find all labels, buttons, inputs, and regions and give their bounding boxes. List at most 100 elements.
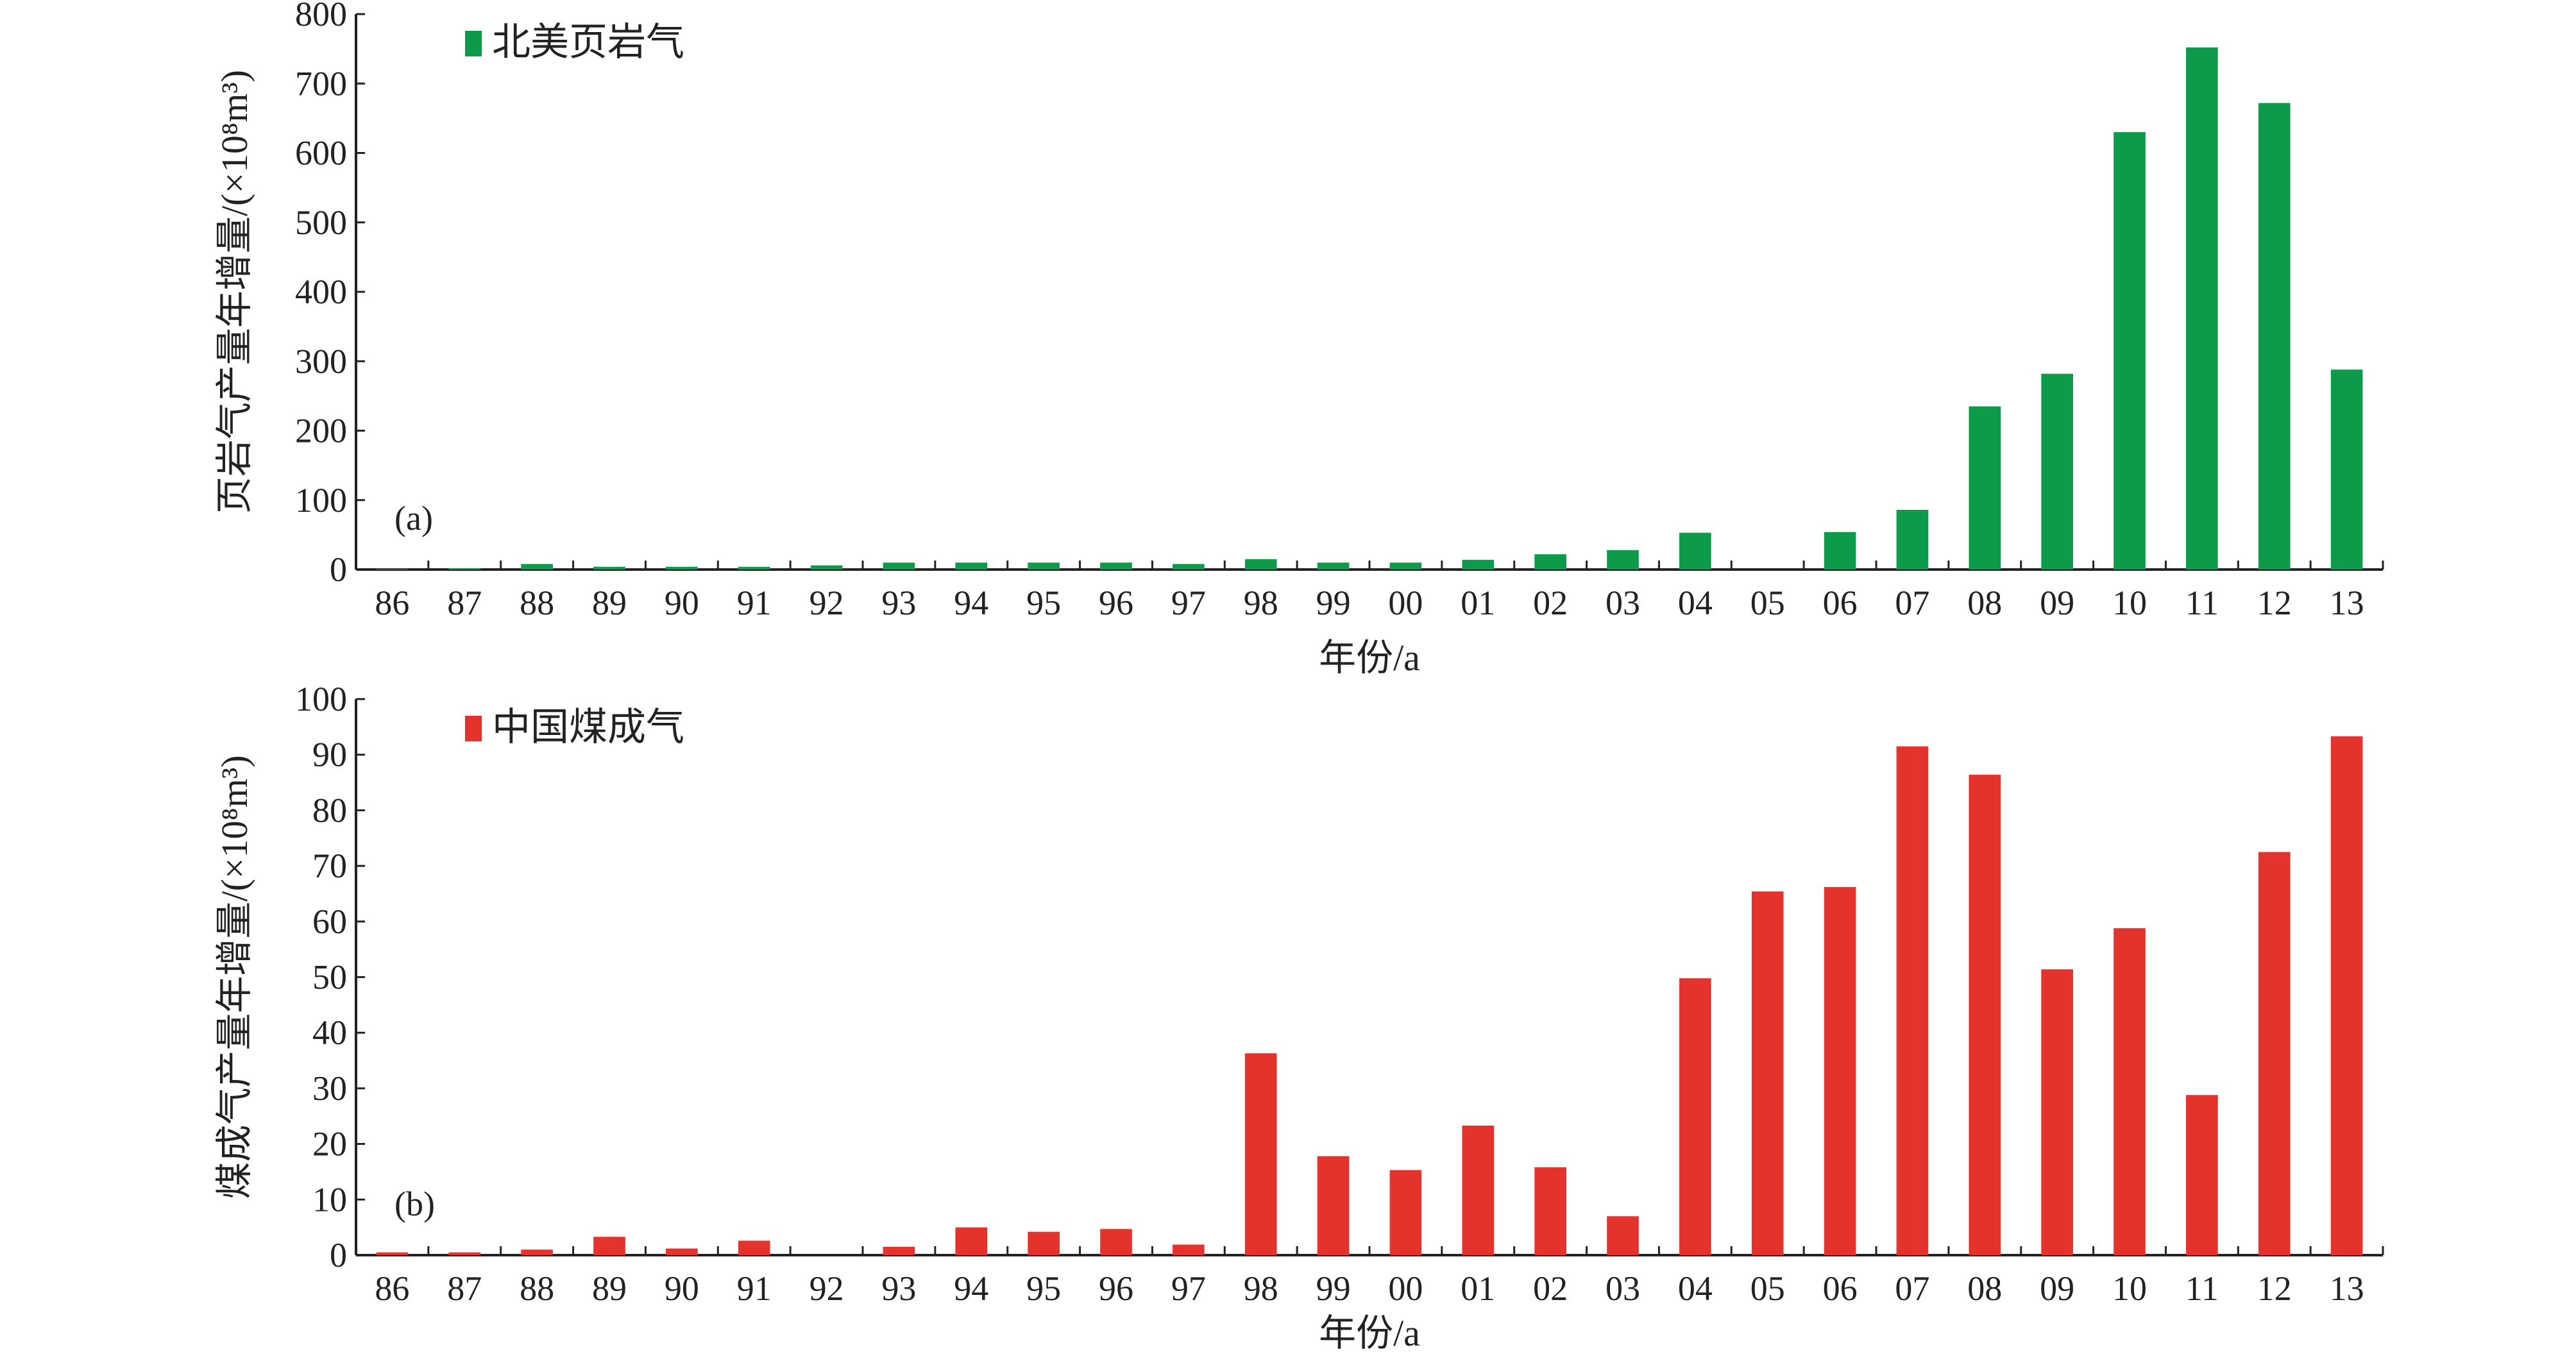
x-tick-label: 93 bbox=[881, 1269, 916, 1308]
x-tick-label: 94 bbox=[954, 1269, 988, 1308]
bar-00 bbox=[1389, 1170, 1422, 1255]
x-tick-label: 00 bbox=[1388, 1269, 1423, 1308]
bar-92 bbox=[810, 565, 843, 570]
x-axis-title: 年份/a bbox=[1319, 637, 1420, 679]
x-tick-label: 08 bbox=[1967, 1269, 2002, 1308]
x-tick-label: 93 bbox=[881, 584, 916, 622]
legend-label: 北美页岩气 bbox=[492, 21, 684, 63]
x-tick-label: 94 bbox=[954, 584, 988, 622]
x-tick-label: 03 bbox=[1606, 1269, 1640, 1308]
bar-90 bbox=[666, 566, 698, 570]
bar-06 bbox=[1824, 887, 1856, 1255]
y-tick-label: 300 bbox=[295, 342, 347, 380]
bar-90 bbox=[666, 1248, 698, 1255]
x-tick-label: 09 bbox=[2040, 584, 2074, 622]
x-tick-label: 06 bbox=[1823, 584, 1858, 622]
x-tick-label: 98 bbox=[1244, 584, 1278, 622]
x-tick-label: 01 bbox=[1461, 1269, 1495, 1308]
bar-87 bbox=[448, 1252, 481, 1255]
y-tick-label: 0 bbox=[330, 1236, 347, 1274]
x-tick-label: 97 bbox=[1171, 1269, 1206, 1308]
bar-94 bbox=[955, 1227, 988, 1255]
x-tick-label: 90 bbox=[665, 584, 699, 622]
bar-88 bbox=[521, 564, 553, 570]
bar-89 bbox=[593, 1237, 625, 1255]
bar-07 bbox=[1896, 746, 1929, 1255]
x-tick-label: 86 bbox=[375, 1269, 409, 1308]
y-tick-label: 500 bbox=[295, 203, 347, 242]
bar-89 bbox=[593, 566, 625, 570]
x-tick-label: 99 bbox=[1316, 1269, 1351, 1308]
x-tick-label: 12 bbox=[2257, 584, 2292, 622]
y-tick-label: 600 bbox=[295, 134, 347, 173]
bar-05 bbox=[1751, 891, 1784, 1255]
x-tick-label: 10 bbox=[2112, 584, 2147, 622]
y-axis-title: 煤成气产量年增量/(×10⁸m³) bbox=[214, 755, 255, 1199]
bar-97 bbox=[1173, 1244, 1205, 1255]
y-tick-label: 100 bbox=[295, 481, 347, 520]
panel-tag: (a) bbox=[394, 499, 433, 537]
x-tick-label: 01 bbox=[1461, 584, 1495, 622]
y-tick-label: 100 bbox=[295, 680, 347, 718]
x-tick-label: 05 bbox=[1750, 1269, 1785, 1308]
bar-02 bbox=[1534, 1167, 1566, 1255]
legend-swatch bbox=[465, 716, 482, 741]
x-tick-label: 10 bbox=[2112, 1269, 2147, 1308]
y-tick-label: 200 bbox=[295, 412, 347, 450]
bar-02 bbox=[1534, 554, 1566, 570]
bar-09 bbox=[2041, 969, 2073, 1255]
x-tick-label: 12 bbox=[2257, 1269, 2292, 1308]
x-tick-label: 04 bbox=[1678, 1269, 1713, 1308]
bar-98 bbox=[1244, 559, 1277, 570]
panel-tag: (b) bbox=[394, 1185, 435, 1223]
y-tick-label: 10 bbox=[312, 1180, 347, 1219]
y-tick-label: 90 bbox=[312, 736, 347, 774]
bar-94 bbox=[955, 562, 988, 570]
legend-swatch bbox=[465, 31, 482, 56]
bar-86 bbox=[376, 568, 409, 570]
bar-01 bbox=[1462, 559, 1495, 570]
bar-96 bbox=[1100, 562, 1132, 570]
bar-07 bbox=[1896, 509, 1929, 570]
x-tick-label: 96 bbox=[1099, 1269, 1133, 1308]
y-tick-label: 70 bbox=[312, 847, 347, 885]
x-tick-label: 11 bbox=[2185, 1269, 2219, 1308]
bar-99 bbox=[1317, 562, 1350, 570]
bar-91 bbox=[738, 1240, 770, 1255]
bar-04 bbox=[1679, 978, 1711, 1255]
x-tick-label: 89 bbox=[592, 1269, 627, 1308]
x-tick-label: 97 bbox=[1171, 584, 1206, 622]
y-tick-label: 30 bbox=[312, 1069, 347, 1108]
x-tick-label: 87 bbox=[447, 584, 482, 622]
y-tick-label: 50 bbox=[312, 958, 347, 997]
y-tick-label: 40 bbox=[312, 1013, 347, 1052]
x-tick-label: 07 bbox=[1895, 584, 1929, 622]
bar-01 bbox=[1462, 1125, 1495, 1255]
y-axis-title: 页岩气产量年增量/(×10⁸m³) bbox=[214, 70, 255, 514]
bar-03 bbox=[1607, 550, 1639, 570]
y-tick-label: 0 bbox=[330, 550, 347, 589]
bar-93 bbox=[883, 562, 915, 570]
x-tick-label: 89 bbox=[592, 584, 627, 622]
bar-11 bbox=[2186, 1095, 2218, 1255]
bar-91 bbox=[738, 566, 770, 570]
x-tick-label: 03 bbox=[1606, 584, 1640, 622]
bar-95 bbox=[1028, 562, 1060, 570]
bar-11 bbox=[2186, 47, 2218, 570]
y-tick-label: 80 bbox=[312, 791, 347, 829]
y-tick-label: 700 bbox=[295, 64, 347, 103]
x-tick-label: 07 bbox=[1895, 1269, 1929, 1308]
x-tick-label: 11 bbox=[2185, 584, 2219, 622]
bar-10 bbox=[2114, 132, 2146, 570]
x-tick-label: 08 bbox=[1967, 584, 2002, 622]
bar-06 bbox=[1824, 532, 1856, 570]
x-tick-label: 95 bbox=[1026, 1269, 1061, 1308]
x-tick-label: 88 bbox=[520, 584, 554, 622]
x-tick-label: 91 bbox=[737, 1269, 772, 1308]
bar-04 bbox=[1679, 532, 1711, 570]
bar-03 bbox=[1607, 1216, 1639, 1255]
bar-96 bbox=[1100, 1229, 1132, 1255]
x-tick-label: 92 bbox=[809, 584, 844, 622]
bar-88 bbox=[521, 1249, 553, 1255]
